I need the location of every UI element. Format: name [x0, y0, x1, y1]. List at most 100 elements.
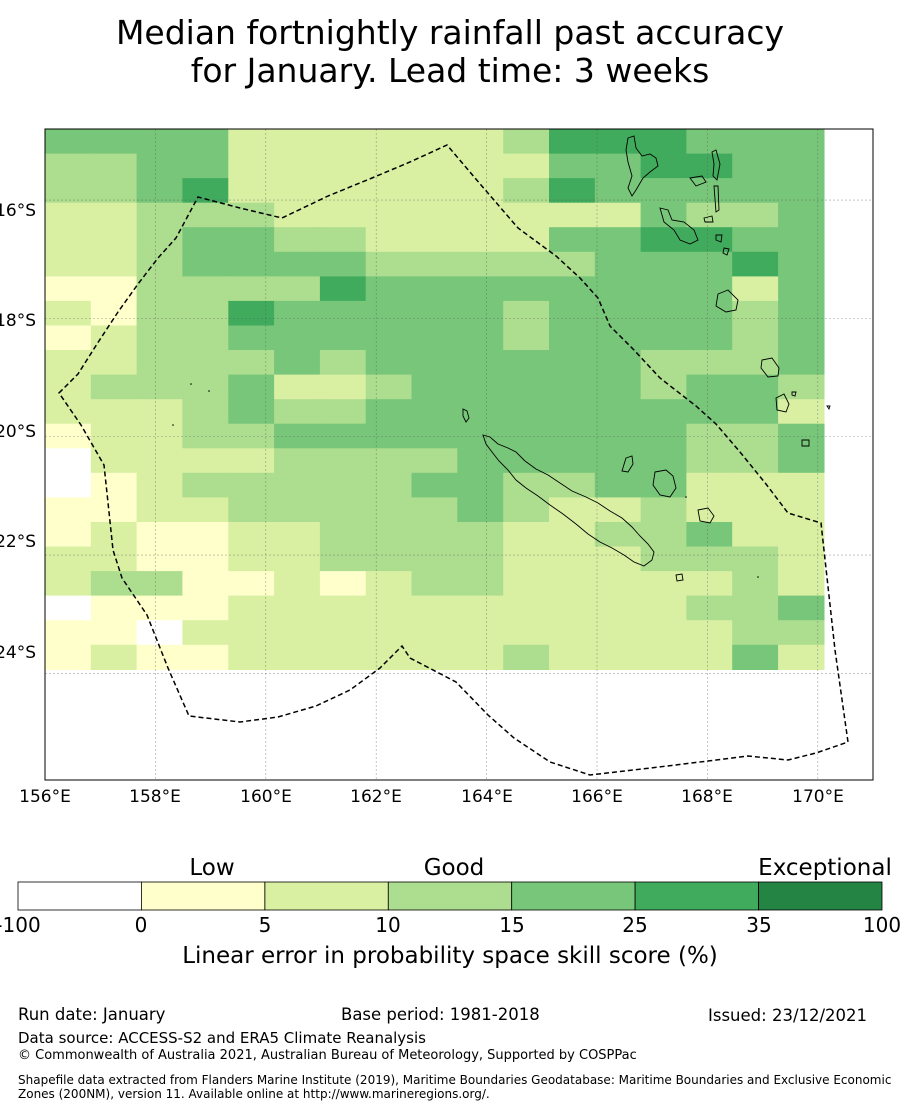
grid-cell	[365, 571, 413, 597]
grid-cell	[90, 227, 138, 253]
grid-cell	[503, 276, 550, 302]
grid-cell	[274, 202, 321, 228]
colorbar-tick: 10	[375, 913, 401, 937]
grid-cell	[228, 472, 275, 498]
grid-cell	[319, 227, 367, 253]
grid-cell	[732, 571, 779, 597]
grid-cell	[136, 644, 183, 670]
grid-cell	[640, 374, 687, 400]
grid-cell	[319, 300, 367, 327]
grid-cell	[228, 448, 275, 474]
grid-cell	[594, 448, 642, 474]
grid-cell	[778, 546, 825, 572]
grid-cell	[457, 620, 504, 646]
grid-cell	[549, 374, 596, 400]
grid-cell	[274, 399, 321, 425]
grid-cell	[319, 350, 367, 376]
grid-cell	[136, 595, 183, 621]
grid-cell	[503, 472, 550, 498]
grid-cell	[274, 472, 321, 498]
grid-cell	[503, 571, 550, 597]
grid-cell	[45, 276, 92, 302]
grid-cell	[319, 497, 367, 523]
grid-cell	[228, 153, 275, 179]
grid-cell	[274, 497, 321, 523]
grid-cell	[732, 620, 779, 646]
grid-cell	[136, 423, 183, 449]
new-caledonia-coastline	[482, 434, 655, 567]
grid-cell	[228, 546, 275, 572]
grid-cell	[549, 350, 596, 376]
grid-cell	[411, 350, 458, 376]
grid-cell	[594, 620, 642, 646]
grid-cell	[365, 325, 413, 351]
lifou-coastline	[652, 469, 677, 498]
grid-cell	[274, 620, 321, 646]
grid-cell	[274, 300, 321, 327]
grid-cell	[319, 546, 367, 572]
grid-cell	[594, 251, 642, 277]
grid-cell	[411, 129, 458, 155]
grid-cell	[503, 374, 550, 400]
grid-cell	[228, 497, 275, 523]
grid-cell	[457, 374, 504, 400]
grid-cell	[136, 374, 183, 400]
grid-cell	[319, 202, 367, 228]
grid-cell	[45, 644, 92, 670]
grid-cell	[411, 251, 458, 277]
grid-cell	[457, 178, 504, 204]
grid-cell	[640, 399, 687, 425]
grid-cell	[228, 178, 275, 204]
grid-cell	[411, 423, 458, 449]
grid-cell	[365, 522, 413, 548]
grid-cell	[182, 620, 229, 646]
grid-cell	[136, 399, 183, 425]
grid-cell	[732, 350, 779, 376]
grid-cell	[411, 374, 458, 400]
lon-tick-166e: 166°E	[571, 787, 623, 807]
ouvea-coastline	[621, 455, 634, 473]
grid-cell	[365, 620, 413, 646]
lon-tick-164e: 164°E	[461, 787, 513, 807]
grid-cell	[640, 227, 687, 253]
grid-cell	[549, 497, 596, 523]
grid-cell	[365, 595, 413, 621]
grid-cell	[732, 595, 779, 621]
grid-cell	[686, 300, 733, 327]
grid-cell	[503, 546, 550, 572]
grid-cell	[274, 546, 321, 572]
grid-cell	[457, 153, 504, 179]
grid-cell	[228, 620, 275, 646]
reef-dot	[190, 383, 192, 385]
grid-cell	[90, 448, 138, 474]
grid-cell	[319, 595, 367, 621]
grid-cell	[228, 227, 275, 253]
grid-cell	[778, 300, 825, 327]
grid-cell	[136, 472, 183, 498]
grid-cell	[136, 350, 183, 376]
grid-cell	[686, 472, 733, 498]
grid-cell	[732, 251, 779, 277]
grid-cell	[411, 448, 458, 474]
grid-cell	[228, 571, 275, 597]
grid-cell	[594, 300, 642, 327]
grid-cell	[457, 423, 504, 449]
grid-cell	[90, 202, 138, 228]
lat-tick-22s: 22°S	[0, 532, 36, 552]
grid-cell	[457, 522, 504, 548]
maewo-coastline	[713, 185, 720, 213]
grid-cell	[182, 350, 229, 376]
grid-cell	[457, 300, 504, 327]
grid-cell	[411, 325, 458, 351]
grid-cell	[686, 595, 733, 621]
grid-cell	[549, 644, 596, 670]
grid-cell	[136, 546, 183, 572]
grid-cell	[319, 522, 367, 548]
grid-cell	[503, 251, 550, 277]
grid-cell	[640, 300, 687, 327]
shepherd-islands-coastline	[722, 247, 730, 256]
grid-cell	[549, 227, 596, 253]
grid-cell	[732, 153, 779, 179]
grid-cell	[640, 620, 687, 646]
